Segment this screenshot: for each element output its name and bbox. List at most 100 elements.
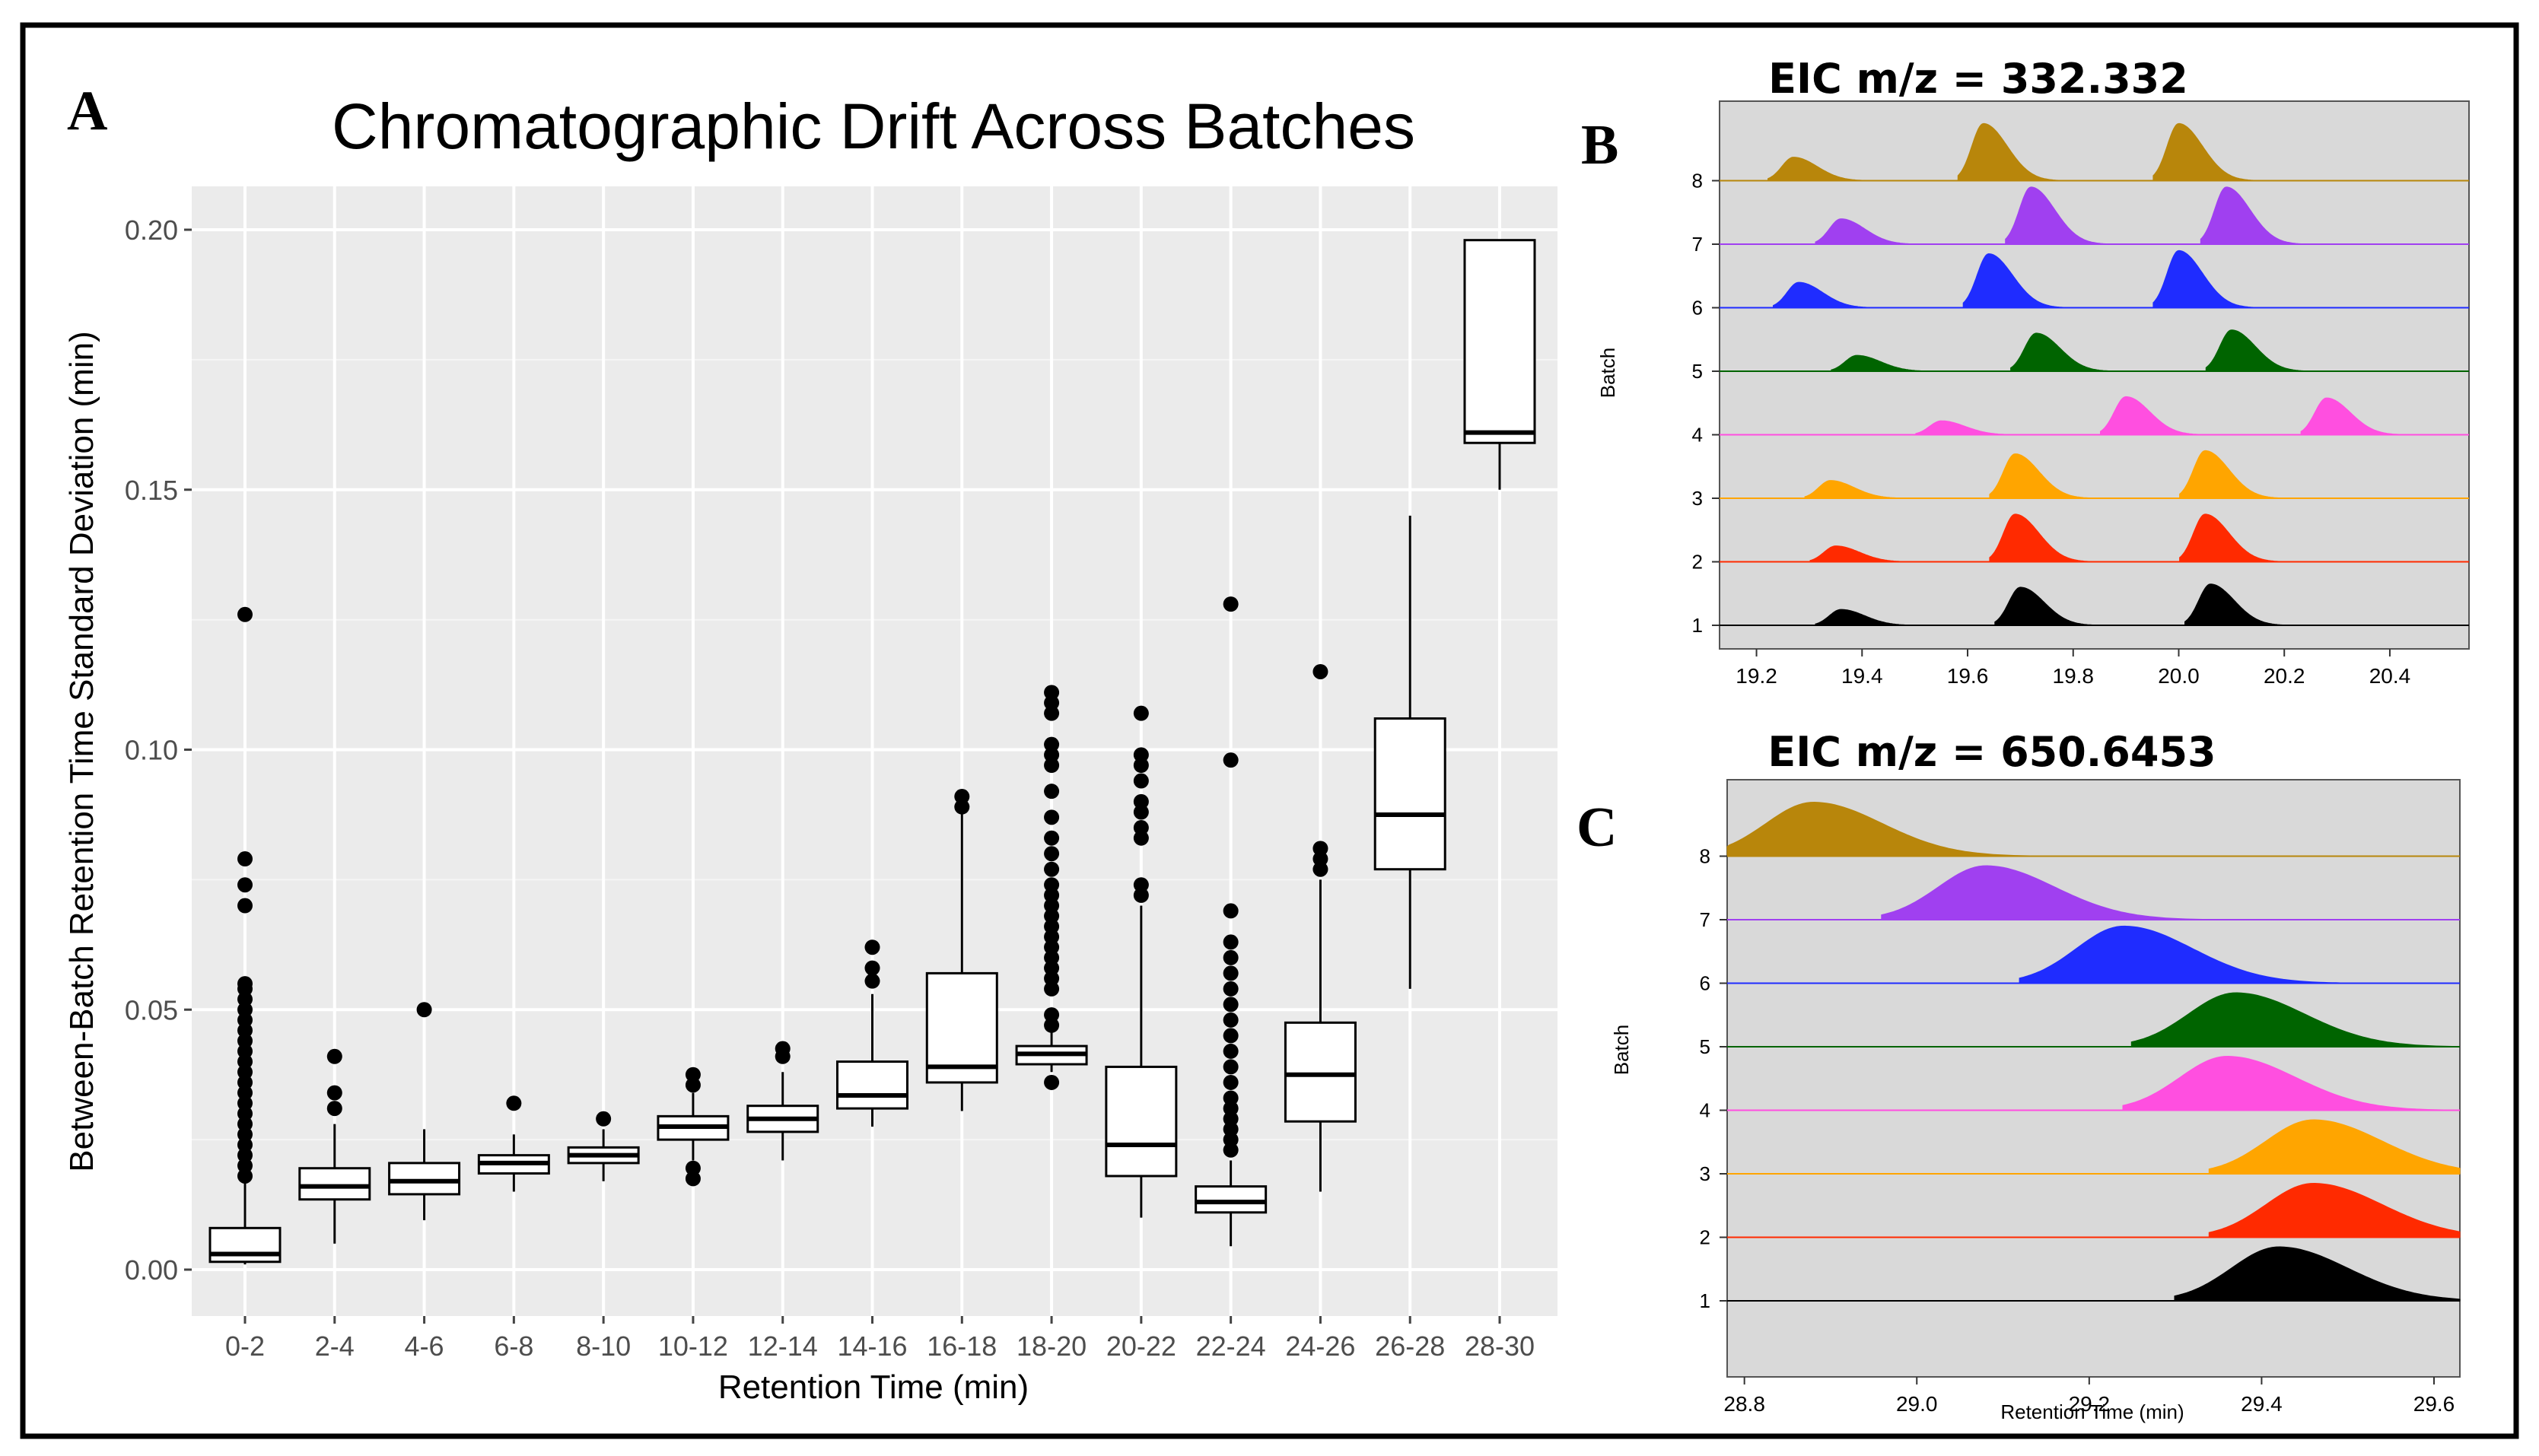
outlier-point bbox=[1133, 773, 1149, 789]
outlier-point bbox=[1133, 758, 1149, 774]
outlier-point bbox=[954, 799, 970, 815]
batch-peak bbox=[2005, 186, 2108, 245]
outlier-point bbox=[1044, 971, 1060, 987]
outlier-point bbox=[1044, 685, 1060, 701]
panel-a-label: A bbox=[67, 80, 107, 142]
batch-tick-label: 1 bbox=[1692, 614, 1703, 637]
outlier-point bbox=[506, 1095, 522, 1111]
x-tick-label: 19.8 bbox=[2053, 664, 2095, 688]
box-16-18 bbox=[925, 789, 998, 1111]
outlier-point bbox=[1223, 1059, 1239, 1075]
outlier-point bbox=[1223, 1012, 1239, 1028]
x-tick-label: 29.0 bbox=[1896, 1392, 1938, 1416]
x-tick-label: 10-12 bbox=[658, 1330, 728, 1362]
outlier-point bbox=[1223, 981, 1239, 997]
batch-tick-label: 4 bbox=[1692, 424, 1703, 447]
outlier-point bbox=[1044, 939, 1060, 955]
outlier-point bbox=[1223, 1028, 1239, 1044]
outlier-point bbox=[596, 1111, 612, 1127]
batch-peak bbox=[1881, 865, 2207, 920]
outlier-point bbox=[237, 606, 253, 622]
box-12-14 bbox=[746, 1041, 819, 1161]
x-tick-label: 20.0 bbox=[2158, 664, 2200, 688]
outlier-point bbox=[1044, 846, 1060, 862]
outlier-point bbox=[237, 1095, 253, 1111]
outlier-point bbox=[1223, 1132, 1239, 1148]
outlier-point bbox=[1044, 898, 1060, 914]
outlier-point bbox=[1312, 663, 1328, 679]
box-8-10 bbox=[567, 1111, 640, 1181]
outlier-point bbox=[864, 960, 880, 976]
outlier-point bbox=[1044, 1017, 1060, 1033]
y-tick-label: 0.05 bbox=[125, 994, 178, 1025]
batch-peak bbox=[2300, 397, 2404, 435]
batch-peak bbox=[1726, 801, 2035, 857]
iqr-box bbox=[925, 971, 998, 1084]
outlier-point bbox=[1133, 793, 1149, 809]
x-tick-label: 26-28 bbox=[1375, 1330, 1445, 1362]
outlier-point bbox=[237, 1085, 253, 1101]
batch-tick-label: 1 bbox=[1700, 1289, 1710, 1312]
outlier-point bbox=[326, 1048, 342, 1064]
outlier-point bbox=[1223, 903, 1239, 919]
batch-1-trace bbox=[1720, 583, 2469, 626]
outlier-point bbox=[1223, 1121, 1239, 1137]
boxplot-y-ticks: 0.00 0.05 0.10 0.15 0.20 bbox=[125, 215, 192, 1286]
outlier-point bbox=[1133, 705, 1149, 721]
batch-tick-label: 6 bbox=[1700, 972, 1710, 995]
batch-tick-label: 5 bbox=[1692, 360, 1703, 383]
batch-3-trace bbox=[1720, 450, 2469, 499]
batch-peak bbox=[2010, 332, 2113, 372]
x-tick-label: 24-26 bbox=[1285, 1330, 1355, 1362]
outlier-point bbox=[775, 1048, 791, 1064]
box-18-20 bbox=[1015, 685, 1088, 1090]
outlier-point bbox=[1133, 877, 1149, 893]
outlier-point bbox=[1044, 908, 1060, 924]
batch-peak bbox=[1767, 157, 1870, 181]
outlier-point bbox=[237, 1127, 253, 1143]
batch-peak bbox=[2174, 1246, 2461, 1302]
outlier-point bbox=[1312, 841, 1328, 857]
batch-peak bbox=[1831, 354, 1933, 372]
batch-peak bbox=[1962, 253, 2066, 308]
batch-peak bbox=[1915, 420, 2018, 435]
boxplot-panel: Chromatographic Drift Across Batches 0.0… bbox=[63, 91, 1557, 1406]
batch-7-trace bbox=[1720, 186, 2469, 245]
outlier-point bbox=[237, 1022, 253, 1038]
outlier-point bbox=[1044, 784, 1060, 800]
batch-tick-label: 8 bbox=[1692, 170, 1703, 192]
box-26-28 bbox=[1373, 515, 1446, 989]
batch-3-trace bbox=[1727, 1119, 2461, 1175]
outlier-point bbox=[237, 1043, 253, 1059]
boxplot-x-axis-label: Retention Time (min) bbox=[718, 1369, 1029, 1406]
outlier-point bbox=[685, 1077, 701, 1093]
x-tick-label: 4-6 bbox=[405, 1330, 444, 1362]
batch-4-trace bbox=[1727, 1055, 2460, 1111]
outlier-point bbox=[1223, 752, 1239, 768]
eic-b-title: EIC m/z = 332.332 bbox=[1768, 55, 2188, 103]
batch-6-trace bbox=[1720, 250, 2469, 309]
batch-peak bbox=[2208, 1119, 2461, 1175]
outlier-point bbox=[1223, 1142, 1239, 1158]
outlier-point bbox=[1044, 981, 1060, 997]
outlier-point bbox=[237, 1168, 253, 1184]
batch-peak bbox=[2200, 186, 2303, 245]
eic-c-traces bbox=[1726, 801, 2461, 1302]
outlier-point bbox=[1223, 596, 1239, 612]
outlier-point bbox=[1044, 949, 1060, 965]
x-tick-label: 20-22 bbox=[1106, 1330, 1176, 1362]
iqr-box bbox=[1195, 1185, 1268, 1214]
batch-peak bbox=[1989, 513, 2092, 562]
x-tick-label: 22-24 bbox=[1196, 1330, 1266, 1362]
x-tick-label: 16-18 bbox=[927, 1330, 997, 1362]
outlier-point bbox=[237, 898, 253, 914]
outlier-point bbox=[237, 1064, 253, 1080]
outlier-point bbox=[237, 877, 253, 893]
x-tick-label: 18-20 bbox=[1017, 1330, 1087, 1362]
iqr-box bbox=[1284, 1021, 1357, 1123]
outlier-point bbox=[416, 1002, 432, 1018]
batch-peak bbox=[2184, 583, 2287, 626]
batch-5-trace bbox=[1720, 329, 2469, 372]
outlier-point bbox=[237, 1147, 253, 1163]
outlier-point bbox=[1223, 1101, 1239, 1117]
